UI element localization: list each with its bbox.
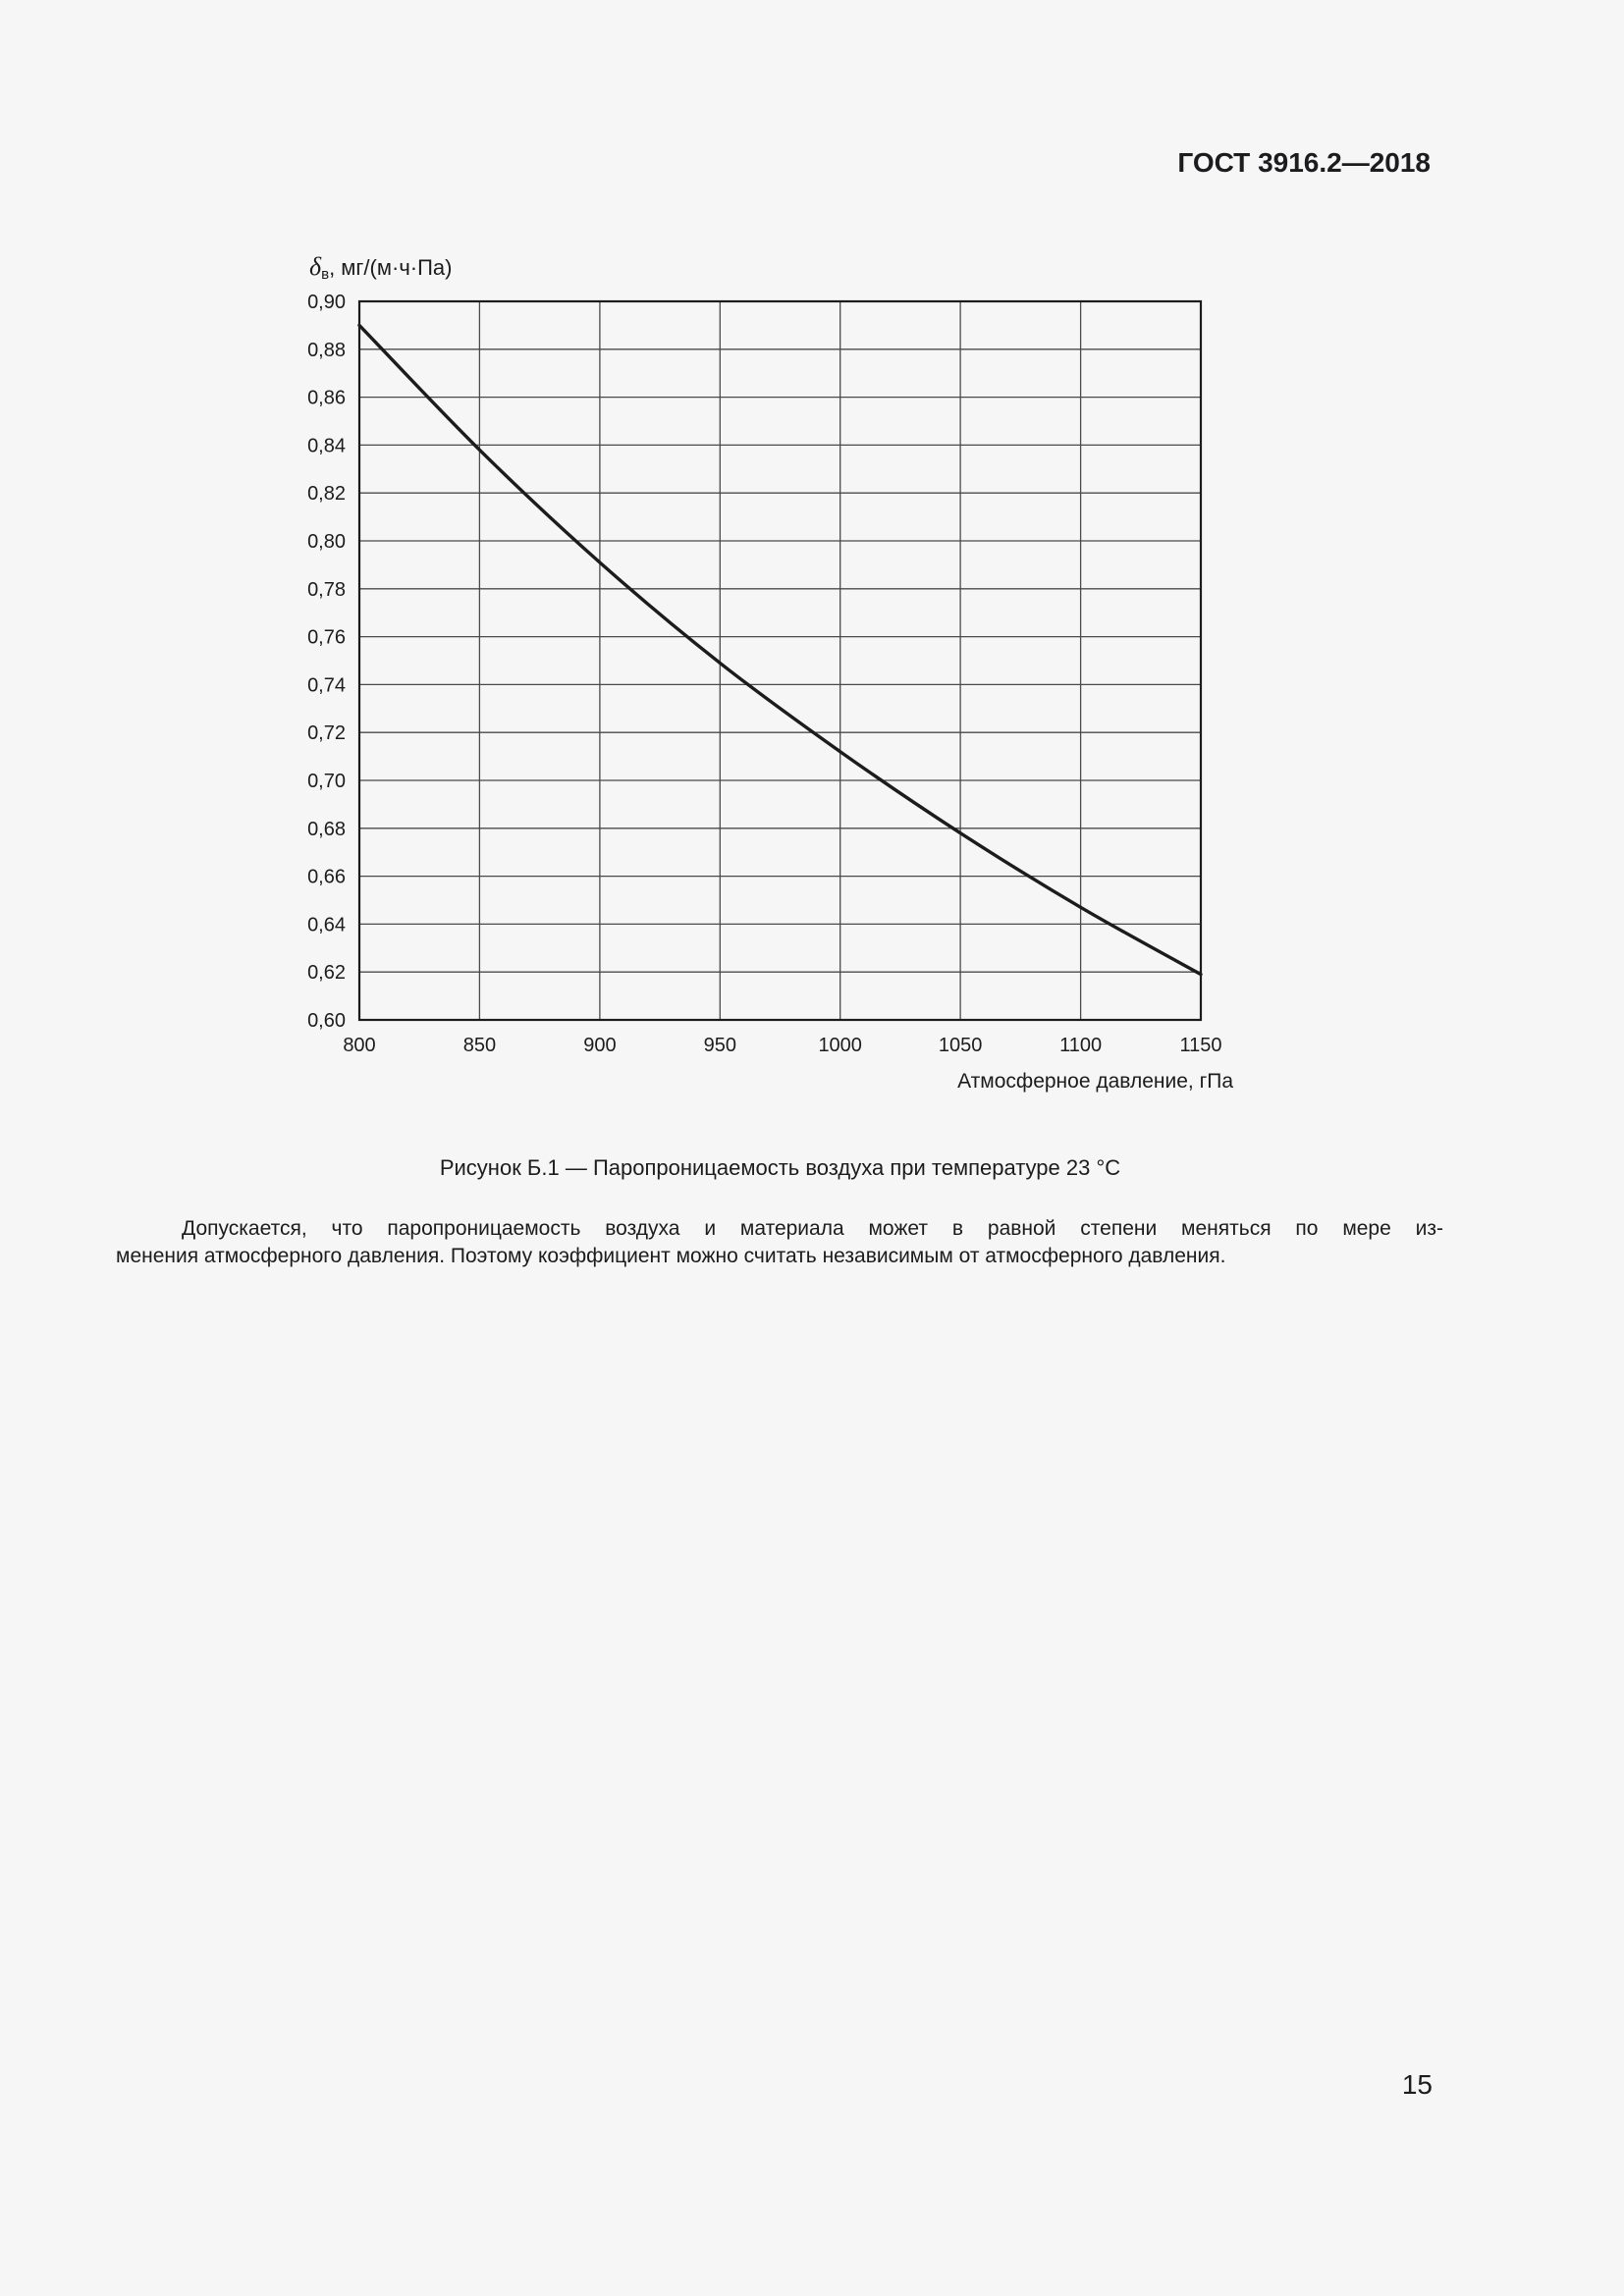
document-number: ГОСТ 3916.2—2018 [1177, 147, 1431, 178]
svg-text:0,76: 0,76 [307, 627, 346, 649]
svg-text:0,64: 0,64 [307, 914, 346, 935]
y-axis-units: , мг/(м·ч·Па) [329, 255, 453, 280]
svg-text:1050: 1050 [939, 1035, 983, 1056]
svg-text:0,80: 0,80 [307, 531, 346, 553]
body-paragraph: Допускается, что паропроницаемость возду… [116, 1215, 1443, 1270]
data-curve [357, 323, 1203, 977]
svg-text:0,62: 0,62 [307, 962, 346, 984]
page-number: 15 [1401, 2069, 1433, 2100]
svg-text:800: 800 [343, 1035, 375, 1056]
svg-text:0,90: 0,90 [307, 292, 346, 313]
delta-symbol: δ [309, 252, 322, 281]
paragraph-line-1: Допускается, что паропроницаемость возду… [182, 1217, 1443, 1240]
svg-text:850: 850 [463, 1035, 496, 1056]
svg-text:0,72: 0,72 [307, 722, 346, 744]
svg-text:0,88: 0,88 [307, 340, 346, 361]
svg-text:0,68: 0,68 [307, 819, 346, 840]
line-chart: 0,90 0,88 0,86 0,84 0,82 0,80 0,78 0,76 0,74 0,72… [307, 292, 1233, 1093]
svg-text:1150: 1150 [1179, 1035, 1221, 1056]
svg-text:0,78: 0,78 [307, 579, 346, 601]
svg-text:0,82: 0,82 [307, 483, 346, 505]
svg-text:0,84: 0,84 [307, 435, 346, 456]
svg-text:Атмосферное давление, гПа: Атмосферное давление, гПа [957, 1070, 1233, 1093]
svg-text:0,74: 0,74 [307, 674, 346, 696]
svg-text:0,86: 0,86 [307, 388, 346, 409]
y-axis-label: δв, мг/(м·ч·Па) [309, 252, 453, 282]
svg-text:1000: 1000 [818, 1035, 862, 1056]
delta-subscript: в [321, 266, 330, 283]
svg-text:1100: 1100 [1059, 1035, 1102, 1056]
svg-text:0,70: 0,70 [307, 771, 346, 792]
figure-caption: Рисунок Б.1 — Паропроницаемость воздуха … [439, 1155, 1121, 1180]
svg-text:900: 900 [583, 1035, 616, 1056]
svg-text:950: 950 [704, 1035, 736, 1056]
svg-text:0,60: 0,60 [307, 1010, 346, 1032]
paragraph-line-2: менения атмосферного давления. Поэтому к… [116, 1245, 1226, 1267]
svg-text:0,66: 0,66 [307, 867, 346, 888]
